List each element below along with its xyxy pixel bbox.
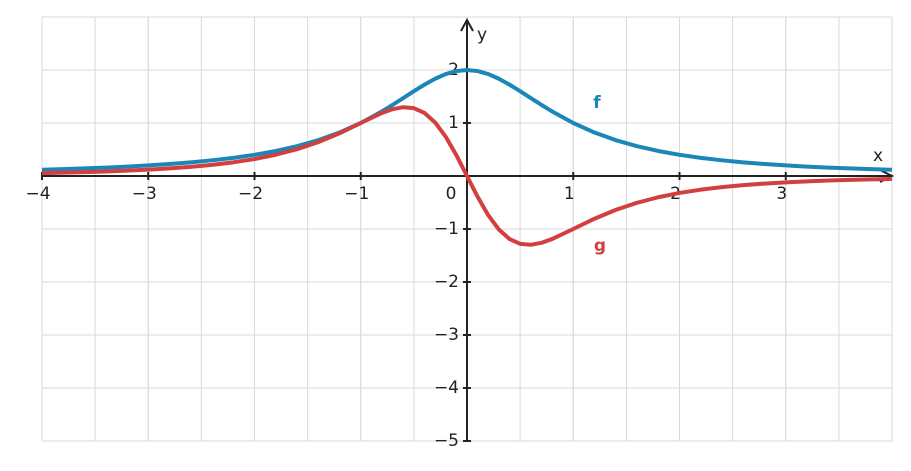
y-tick-label: −4 [434,378,459,398]
y-axis-label: y [477,25,487,45]
y-tick-label: −1 [434,219,459,239]
x-tick-label: 0 [446,184,457,204]
y-tick-label: −3 [434,325,459,345]
curve-label: f [593,93,601,113]
x-tick-label: 3 [776,184,787,204]
curve-label: g [594,236,606,256]
x-tick-label: 1 [564,184,575,204]
curve [41,105,893,247]
x-tick-label: −2 [238,184,263,204]
curve [41,68,893,172]
y-axis-arrow [460,17,474,32]
y-tick-label: 1 [448,113,459,133]
y-tick-label: −5 [434,431,459,451]
x-tick-label: −4 [25,184,50,204]
x-tick-label: −3 [132,184,157,204]
x-axis-label: x [873,146,883,166]
y-tick-label: −2 [434,272,459,292]
x-tick-label: −1 [344,184,369,204]
